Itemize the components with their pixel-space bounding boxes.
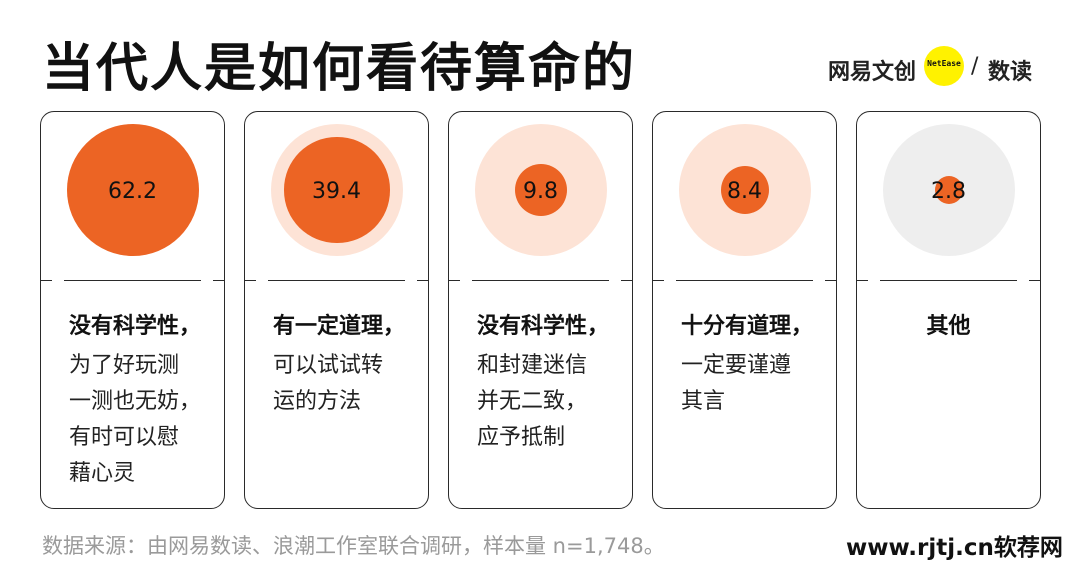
opinion-card: 2.8 其他 [856, 111, 1041, 509]
bubble-mark [934, 175, 963, 204]
opinion-description: 一定要谨遵 其言 [681, 348, 821, 420]
opinion-headline: 没有科学性， [477, 314, 610, 339]
bubble-mark [284, 137, 390, 243]
bubble-value-label: 2.8 [931, 179, 966, 204]
opinion-description: 和封建迷信并无二致， 应予抵制 [477, 348, 617, 456]
opinion-card: 8.4 十分有道理， 一定要谨遵其言 [652, 111, 837, 509]
description-line: 运的方法 [273, 389, 362, 414]
brand-logo: 网易文创 NetEase / 数读 [828, 46, 1058, 90]
card-divider [856, 280, 1041, 281]
card-divider [244, 280, 429, 281]
description-line: 可以试试转 [273, 353, 384, 378]
bubble-mark [720, 165, 770, 215]
description-line: 为了好玩测 [69, 353, 180, 378]
opinion-headline: 十分有道理， [681, 314, 814, 339]
bubble-value-label: 9.8 [523, 179, 558, 204]
logo-wordmark-right: 数读 [988, 60, 1033, 85]
opinion-description: 可以试试转 运的方法 [273, 348, 413, 420]
opinion-headline: 其他 [926, 314, 971, 339]
description-line: 有时可以慰 [69, 425, 180, 450]
logo-dot-text: NetEase [927, 59, 961, 68]
description-line: 一定要谨遵 [681, 353, 792, 378]
logo-slash: / [971, 54, 979, 79]
data-source-note: 数据来源：由网易数读、浪潮工作室联合调研，样本量 n=1,748。 [42, 534, 665, 558]
logo-wordmark-left: 网易文创 [828, 60, 917, 85]
bubble-mark [67, 124, 199, 256]
page-title: 当代人是如何看待算命的 [42, 39, 637, 99]
bubble-value-label: 8.4 [727, 179, 762, 204]
opinion-card: 39.4 有一定道理， 可以试试转运的方法 [244, 111, 429, 509]
bubble-value-label: 62.2 [108, 179, 157, 204]
opinion-description: 为了好玩测一测也无妨， 有时可以慰藉心灵 [69, 348, 209, 492]
description-line: 应予抵制 [477, 425, 566, 450]
opinion-card: 62.2 没有科学性， 为了好玩测一测也无妨， 有时可以慰藉心灵 [40, 111, 225, 509]
opinion-headline: 没有科学性， [69, 314, 202, 339]
watermark: www.rjtj.cn软荐网 [846, 535, 1063, 561]
card-divider [448, 280, 633, 281]
bubble-mark [514, 163, 568, 217]
bubble-value-label: 39.4 [312, 179, 361, 204]
logo-yellow-dot-icon: NetEase [924, 46, 964, 86]
description-line: 其言 [681, 389, 726, 414]
opinion-card: 9.8 没有科学性， 和封建迷信并无二致， 应予抵制 [448, 111, 633, 509]
description-line: 并无二致， [477, 389, 588, 414]
card-divider [40, 280, 225, 281]
description-line: 和封建迷信 [477, 353, 588, 378]
opinion-headline: 有一定道理， [273, 314, 406, 339]
description-line: 一测也无妨， [69, 389, 202, 414]
description-line: 藉心灵 [69, 461, 136, 486]
card-divider [652, 280, 837, 281]
